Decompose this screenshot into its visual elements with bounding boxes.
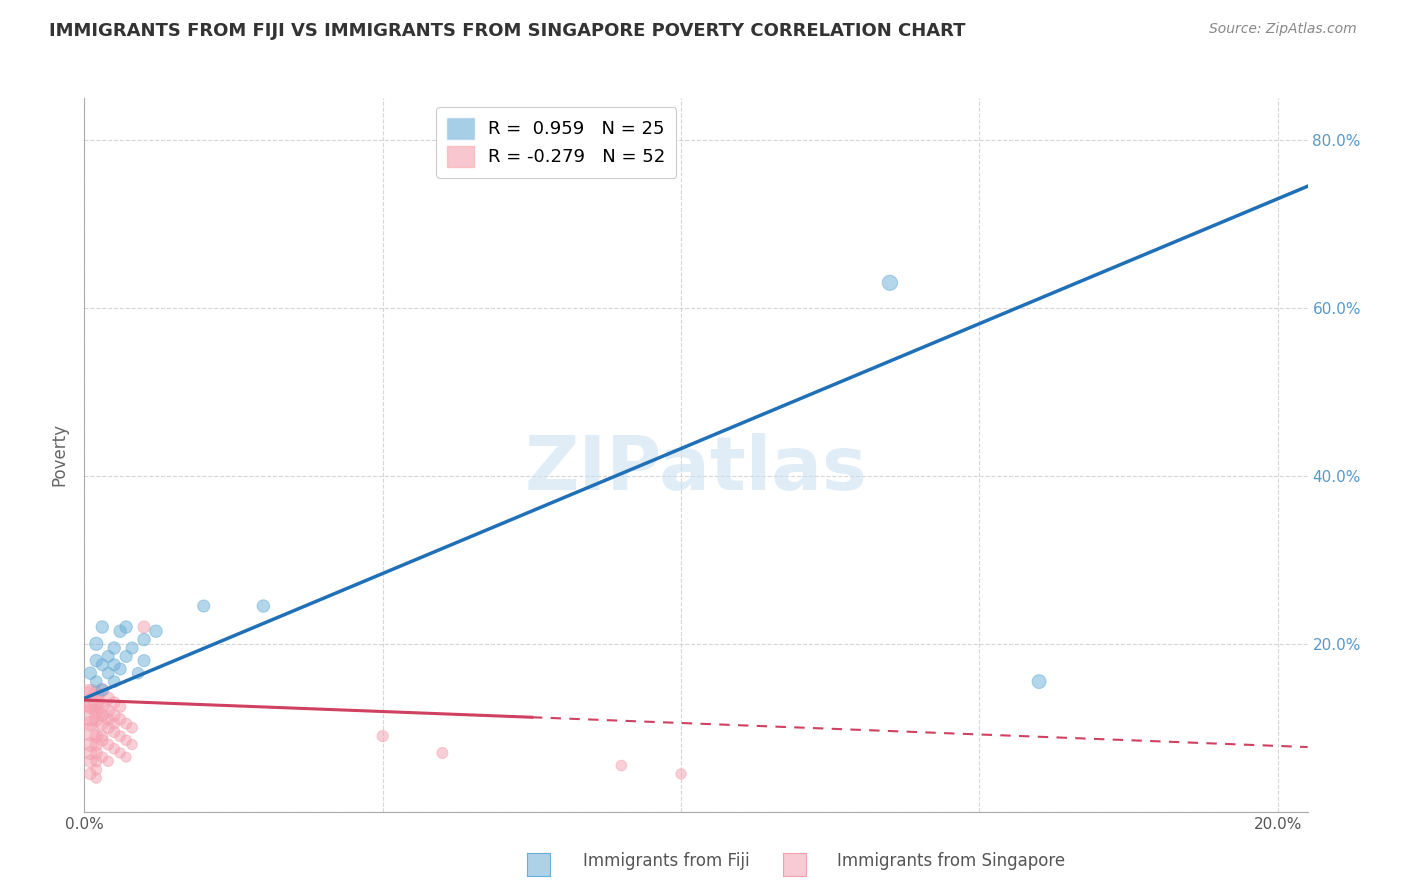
Point: [91, 750, 114, 764]
Point: [432, 746, 454, 760]
Point: [84, 687, 107, 701]
Text: Source: ZipAtlas.com: Source: ZipAtlas.com: [1209, 22, 1357, 37]
Point: [97, 721, 120, 735]
Point: [84, 637, 107, 651]
Point: [84, 654, 107, 668]
Point: [669, 767, 692, 781]
Point: [79, 725, 101, 739]
Point: [103, 725, 125, 739]
Point: [121, 721, 143, 735]
Point: [115, 620, 138, 634]
Legend: R =  0.959   N = 25, R = -0.279   N = 52: R = 0.959 N = 25, R = -0.279 N = 52: [436, 107, 676, 178]
Point: [108, 746, 131, 760]
Point: [108, 662, 131, 676]
Point: [115, 716, 138, 731]
Point: [79, 755, 101, 769]
Point: [132, 620, 155, 634]
Point: [252, 599, 274, 613]
Point: [91, 683, 114, 698]
Point: [79, 691, 101, 706]
Point: [97, 691, 120, 706]
Point: [84, 763, 107, 777]
Point: [610, 758, 633, 772]
Text: IMMIGRANTS FROM FIJI VS IMMIGRANTS FROM SINGAPORE POVERTY CORRELATION CHART: IMMIGRANTS FROM FIJI VS IMMIGRANTS FROM …: [49, 22, 966, 40]
Point: [79, 708, 101, 723]
Point: [79, 716, 101, 731]
Point: [145, 624, 167, 639]
Point: [84, 704, 107, 718]
Point: [91, 729, 114, 743]
Point: [79, 746, 101, 760]
Point: [91, 733, 114, 747]
Point: [103, 640, 125, 655]
Point: [97, 712, 120, 726]
Point: [97, 666, 120, 681]
Point: [103, 716, 125, 731]
Point: [91, 699, 114, 714]
Point: [97, 649, 120, 664]
Point: [79, 738, 101, 752]
Point: [84, 674, 107, 689]
Point: [97, 755, 120, 769]
Point: [115, 733, 138, 747]
Point: [91, 620, 114, 634]
Point: [103, 696, 125, 710]
Point: [108, 729, 131, 743]
Point: [1028, 674, 1050, 689]
Point: [84, 746, 107, 760]
Point: [84, 755, 107, 769]
Point: [91, 716, 114, 731]
Text: ZIPatlas: ZIPatlas: [524, 433, 868, 506]
Point: [79, 666, 101, 681]
Point: [108, 624, 131, 639]
Point: [84, 771, 107, 785]
Point: [103, 657, 125, 672]
Point: [132, 654, 155, 668]
Point: [127, 666, 149, 681]
Point: [121, 738, 143, 752]
Point: [97, 738, 120, 752]
Point: [879, 276, 901, 290]
Point: [91, 657, 114, 672]
Text: Immigrants from Singapore: Immigrants from Singapore: [837, 852, 1064, 870]
Point: [103, 741, 125, 756]
Point: [91, 683, 114, 698]
Point: [84, 712, 107, 726]
Point: [108, 712, 131, 726]
Y-axis label: Poverty: Poverty: [51, 424, 69, 486]
Point: [371, 729, 394, 743]
Point: [97, 704, 120, 718]
Point: [103, 708, 125, 723]
Point: [79, 767, 101, 781]
Point: [121, 640, 143, 655]
Point: [132, 632, 155, 647]
Point: [79, 687, 101, 701]
Point: [84, 729, 107, 743]
Point: [193, 599, 215, 613]
Point: [103, 674, 125, 689]
Text: Immigrants from Fiji: Immigrants from Fiji: [583, 852, 751, 870]
Point: [108, 699, 131, 714]
Point: [91, 708, 114, 723]
Point: [115, 750, 138, 764]
Point: [84, 696, 107, 710]
Point: [79, 699, 101, 714]
Point: [115, 649, 138, 664]
Point: [84, 738, 107, 752]
